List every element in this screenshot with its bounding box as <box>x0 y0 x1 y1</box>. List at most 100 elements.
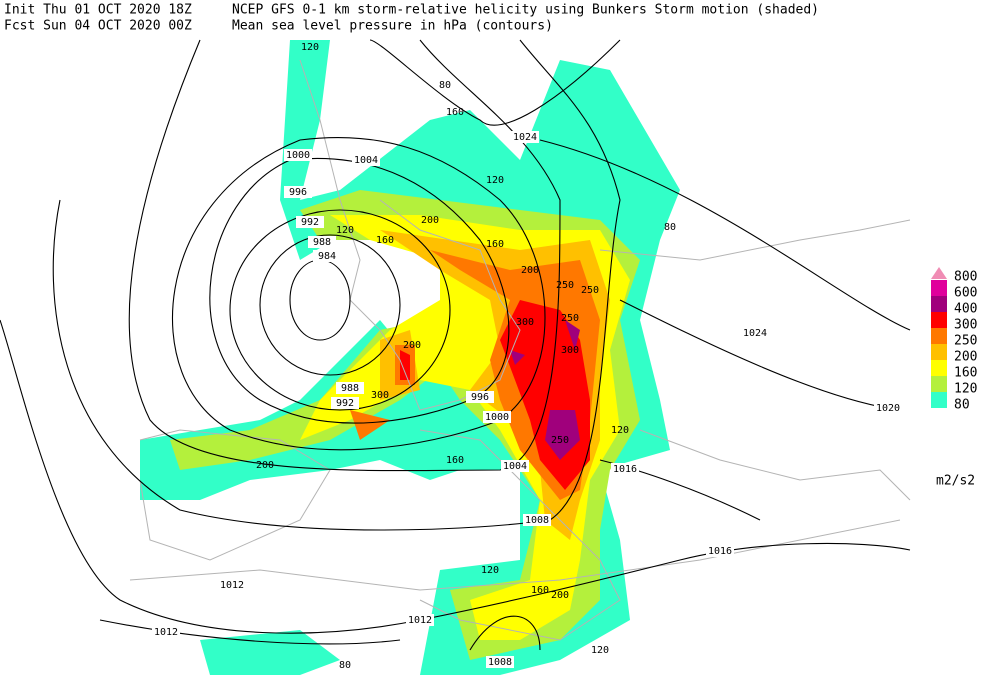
shade-label: 250 <box>551 435 569 446</box>
contour-label-bg <box>308 236 336 248</box>
contour-label-bg <box>336 382 364 394</box>
shade-label: 120 <box>611 425 629 436</box>
shade-label: 200 <box>403 340 421 351</box>
legend-swatch <box>931 267 947 279</box>
contour-label-bg <box>406 614 434 626</box>
labels: 1024 1004 1000 996 992 988 984 988 992 996 1000 100… <box>152 42 902 671</box>
contour-label-bg <box>511 131 539 143</box>
legend-label: 800 <box>954 270 977 285</box>
legend-label: 200 <box>954 350 977 365</box>
contour-label-bg <box>218 579 246 591</box>
contour-label: 984 <box>318 251 336 262</box>
shade-label: 120 <box>481 565 499 576</box>
shade-label: 250 <box>556 280 574 291</box>
contour-label: 996 <box>289 187 307 198</box>
contour-label-bg <box>284 186 312 198</box>
legend-swatch <box>931 280 947 296</box>
contour <box>289 259 351 341</box>
contour-label-bg <box>486 656 514 668</box>
legend-swatch <box>931 328 947 344</box>
contour-label: 1012 <box>408 615 432 626</box>
shade-label: 200 <box>421 215 439 226</box>
contour-label: 1000 <box>485 412 509 423</box>
coastline <box>129 519 901 591</box>
contour-label-bg <box>284 149 312 161</box>
shade-label: 80 <box>439 80 451 91</box>
shade-label: 160 <box>486 239 504 250</box>
contour-label: 996 <box>471 392 489 403</box>
shade-label: 80 <box>664 222 676 233</box>
contour <box>229 209 451 411</box>
contour-label: 992 <box>336 398 354 409</box>
contour-field: Mean sea level pressure in hPa (contours… <box>232 19 553 34</box>
contour-label: 992 <box>301 217 319 228</box>
contour-label-bg <box>352 154 380 166</box>
legend-label: 400 <box>954 302 977 317</box>
contour-label-bg <box>706 545 734 557</box>
forecast-time: Fcst Sun 04 OCT 2020 00Z <box>4 19 192 34</box>
contour <box>171 137 546 451</box>
shade-label: 160 <box>376 235 394 246</box>
legend-swatch <box>931 392 947 408</box>
shade-label: 120 <box>301 42 319 53</box>
contour-label-bg <box>611 463 639 475</box>
contour-label: 1000 <box>286 150 310 161</box>
shade-label: 250 <box>561 313 579 324</box>
shade-label: 200 <box>256 460 274 471</box>
coastline <box>139 429 331 561</box>
coastline <box>419 429 621 641</box>
contour-label-bg <box>152 626 180 638</box>
contour-label-bg <box>501 460 529 472</box>
contour-label-bg <box>741 327 769 339</box>
shade-label: 80 <box>339 660 351 671</box>
contour <box>209 157 510 424</box>
shade-label: 120 <box>591 645 609 656</box>
contour <box>369 39 911 411</box>
legend-label: 600 <box>954 286 977 301</box>
border <box>599 219 911 501</box>
contour-label: 1020 <box>876 403 900 414</box>
contour-label: 1008 <box>488 657 512 668</box>
legend-label: 80 <box>954 398 970 413</box>
legend-unit: m2/s2 <box>936 474 975 489</box>
contour-label-bg <box>466 391 494 403</box>
shade-label: 200 <box>521 265 539 276</box>
contour <box>259 234 401 376</box>
legend-swatch <box>931 296 947 312</box>
legend-label: 300 <box>954 318 977 333</box>
pressure-contours <box>0 39 911 651</box>
contour-label-bg <box>874 402 902 414</box>
legend-swatch <box>931 360 947 376</box>
shade-label: 300 <box>516 317 534 328</box>
contour-label: 1012 <box>154 627 178 638</box>
coastlines <box>129 59 911 641</box>
shade-label: 200 <box>551 590 569 601</box>
contour-label-bg <box>296 216 324 228</box>
coastline <box>299 59 521 411</box>
legend-swatch <box>931 344 947 360</box>
contour-label: 1008 <box>525 515 549 526</box>
legend-swatch <box>931 376 947 392</box>
shade-label: 300 <box>561 345 579 356</box>
contour-label: 1016 <box>708 546 732 557</box>
shade-label: 120 <box>336 225 354 236</box>
contour-label: 988 <box>341 383 359 394</box>
contour <box>128 39 561 472</box>
init-time: Init Thu 01 OCT 2020 18Z <box>4 3 192 18</box>
shade-label: 160 <box>531 585 549 596</box>
shade-label: 120 <box>486 175 504 186</box>
legend-swatch <box>931 312 947 328</box>
contour-label: 1024 <box>743 328 767 339</box>
contour-label-bg <box>313 250 341 262</box>
contour-label: 1016 <box>613 464 637 475</box>
legend-label: 250 <box>954 334 977 349</box>
contour-label: 1024 <box>513 132 537 143</box>
contour-label-bg <box>483 411 511 423</box>
contour-label: 1012 <box>220 580 244 591</box>
legend-label: 160 <box>954 366 977 381</box>
legend-label: 120 <box>954 382 977 397</box>
shade-label: 250 <box>581 285 599 296</box>
